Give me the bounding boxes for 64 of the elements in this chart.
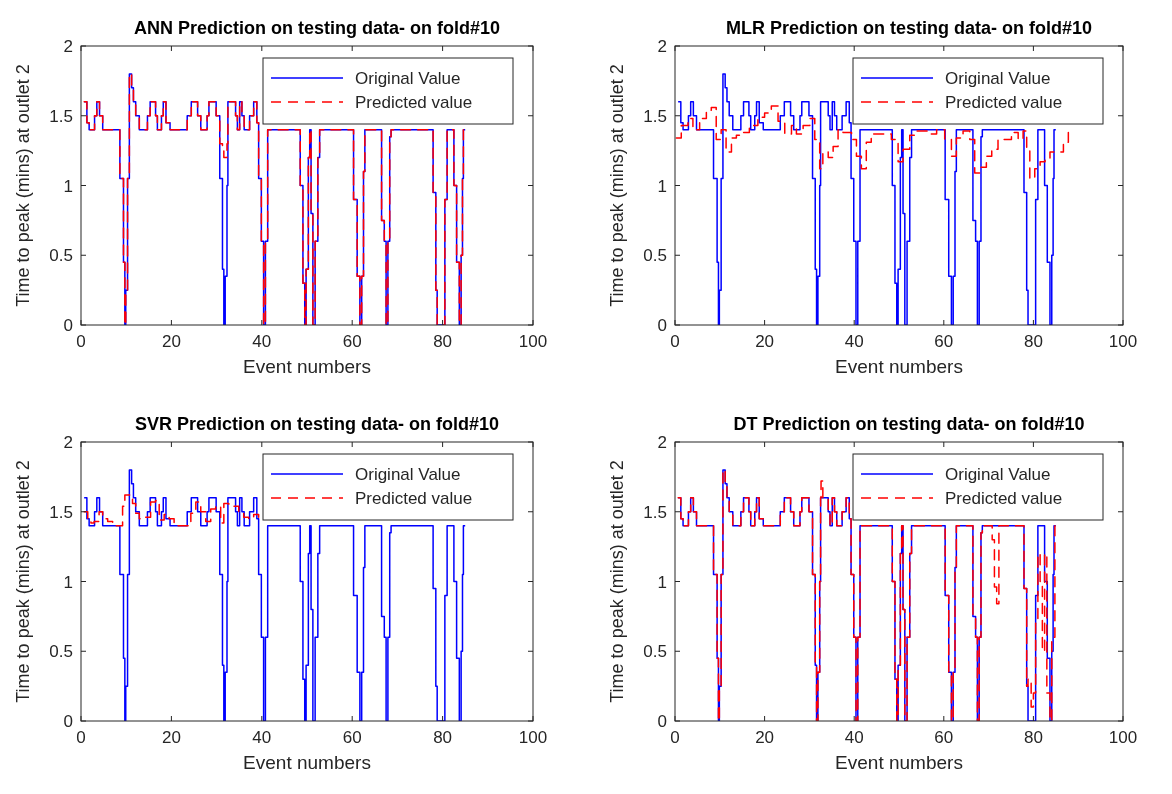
legend-label: Predicted value (355, 93, 473, 112)
x-tick-label: 40 (844, 728, 864, 747)
x-axis-title: Event numbers (835, 752, 963, 773)
x-tick-label: 0 (670, 728, 680, 747)
y-tick-label: 1 (63, 176, 73, 196)
y-tick-label: 2 (657, 37, 667, 56)
y-tick-label: 0 (63, 316, 73, 335)
y-tick-label: 2 (63, 37, 73, 56)
legend-label: Original Value (945, 465, 1051, 484)
y-tick-label: 1.5 (643, 106, 667, 126)
x-tick-label: 40 (252, 332, 272, 351)
x-tick-label: 80 (433, 332, 453, 351)
y-axis-title: Time to peak (mins) at outlet 2 (607, 64, 627, 307)
x-tick-label: 20 (755, 332, 775, 351)
chart-title: ANN Prediction on testing data- on fold#10 (133, 18, 501, 38)
y-tick-label: 2 (657, 433, 667, 452)
legend-label: Predicted value (945, 489, 1063, 508)
x-tick-label: 0 (76, 332, 86, 351)
x-axis-title: Event numbers (243, 752, 371, 773)
y-tick-label: 1 (63, 572, 73, 592)
legend-label: Original Value (355, 69, 461, 88)
legend-label: Predicted value (945, 93, 1063, 112)
y-tick-label: 1.5 (643, 502, 667, 522)
x-tick-label: 100 (518, 728, 548, 747)
x-tick-label: 40 (844, 332, 864, 351)
chart-title: SVR Prediction on testing data- on fold#10 (134, 414, 500, 434)
chart-title: MLR Prediction on testing data- on fold#10 (725, 18, 1093, 38)
y-tick-label: 0 (63, 712, 73, 731)
y-tick-label: 2 (63, 433, 73, 452)
y-axis-title: Time to peak (mins) at outlet 2 (607, 460, 627, 703)
x-tick-label: 20 (161, 332, 181, 351)
x-axis-title: Event numbers (835, 356, 963, 377)
x-tick-label: 60 (342, 728, 362, 747)
x-tick-label: 100 (1108, 332, 1138, 351)
x-tick-label: 0 (670, 332, 680, 351)
y-tick-label: 0.5 (643, 246, 667, 266)
legend-label: Original Value (355, 465, 461, 484)
y-tick-label: 0.5 (643, 642, 667, 662)
chart-title: DT Prediction on testing data- on fold#10 (733, 414, 1085, 434)
x-axis-title: Event numbers (243, 356, 371, 377)
x-tick-label: 20 (161, 728, 181, 747)
legend-label: Predicted value (355, 489, 473, 508)
y-tick-label: 1.5 (49, 502, 73, 522)
y-tick-label: 0 (657, 316, 667, 335)
x-tick-label: 0 (76, 728, 86, 747)
y-tick-label: 1.5 (49, 106, 73, 126)
x-tick-label: 100 (518, 332, 548, 351)
x-tick-label: 40 (252, 728, 272, 747)
x-tick-label: 60 (342, 332, 362, 351)
y-tick-label: 1 (657, 572, 667, 592)
x-tick-label: 20 (755, 728, 775, 747)
y-tick-label: 0 (657, 712, 667, 731)
x-tick-label: 100 (1108, 728, 1138, 747)
x-tick-label: 80 (1023, 332, 1043, 351)
x-tick-label: 80 (1023, 728, 1043, 747)
x-tick-label: 60 (934, 332, 954, 351)
y-tick-label: 1 (657, 176, 667, 196)
x-tick-label: 60 (934, 728, 954, 747)
x-tick-label: 80 (433, 728, 453, 747)
y-tick-label: 0.5 (49, 246, 73, 266)
y-axis-title: Time to peak (mins) at outlet 2 (13, 64, 33, 307)
legend-label: Original Value (945, 69, 1051, 88)
y-axis-title: Time to peak (mins) at outlet 2 (13, 460, 33, 703)
y-tick-label: 0.5 (49, 642, 73, 662)
